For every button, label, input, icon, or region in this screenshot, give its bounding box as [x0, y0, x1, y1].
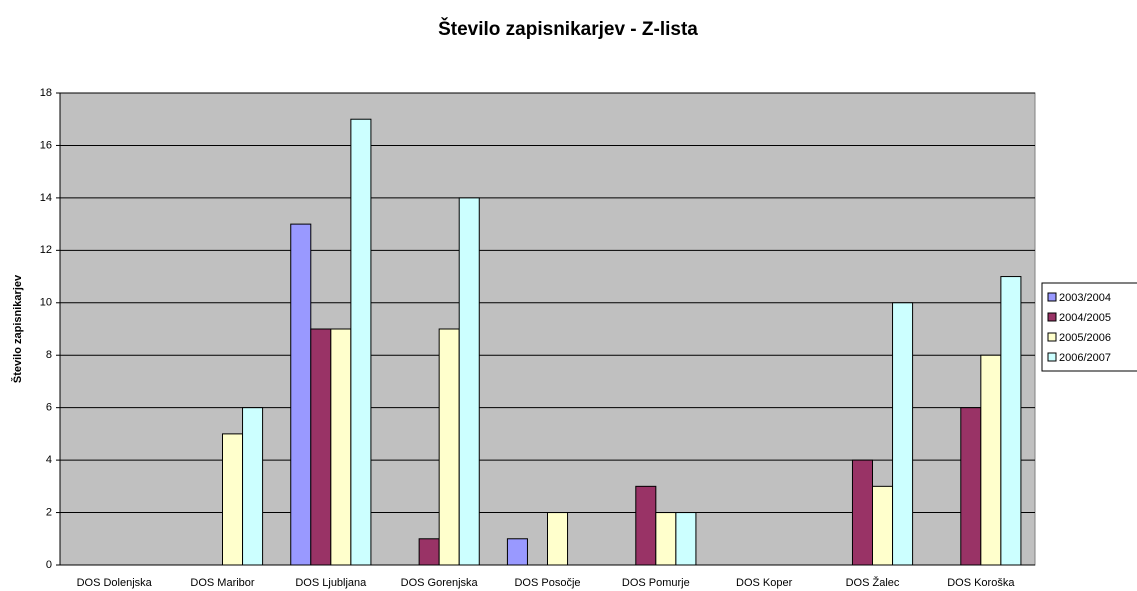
x-tick-label: DOS Pomurje — [622, 577, 690, 589]
y-tick-label: 2 — [46, 506, 52, 518]
bar — [290, 223, 312, 566]
y-tick-label: 4 — [46, 454, 52, 466]
legend-label: 2005/2006 — [1059, 332, 1111, 344]
x-tick-label: DOS Koper — [736, 577, 793, 589]
y-tick-label: 14 — [40, 192, 52, 204]
bar — [960, 407, 982, 566]
x-tick-label: DOS Koroška — [947, 577, 1015, 589]
bar — [980, 354, 1002, 566]
legend-label: 2006/2007 — [1059, 352, 1111, 364]
legend-box — [1041, 282, 1137, 372]
bar — [1000, 276, 1022, 566]
bar — [242, 407, 264, 566]
bar — [655, 512, 677, 566]
legend-swatch — [1047, 332, 1057, 342]
x-tick-label: DOS Dolenjska — [77, 577, 153, 589]
bar — [350, 118, 372, 566]
bar — [458, 197, 480, 566]
x-tick-label: DOS Maribor — [190, 577, 255, 589]
legend-swatch — [1047, 352, 1057, 362]
bar — [310, 328, 332, 566]
y-tick-label: 18 — [40, 87, 52, 99]
bar — [330, 328, 352, 566]
bar — [872, 485, 894, 566]
y-tick-label: 8 — [46, 349, 52, 361]
bar — [547, 512, 569, 566]
chart-title: Število zapisnikarjev - Z-lista — [438, 18, 698, 40]
y-tick-label: 16 — [40, 139, 52, 151]
bar — [851, 459, 873, 566]
x-tick-label: DOS Žalec — [846, 576, 900, 589]
bar — [506, 538, 528, 566]
bar — [635, 485, 657, 566]
bar — [222, 433, 244, 566]
legend-swatch — [1047, 312, 1057, 322]
bar — [675, 512, 697, 566]
y-tick-label: 12 — [40, 244, 52, 256]
x-tick-label: DOS Posočje — [514, 577, 580, 589]
x-tick-label: DOS Ljubljana — [295, 577, 367, 589]
legend-swatch — [1047, 292, 1057, 302]
y-tick-label: 10 — [40, 297, 52, 309]
bar — [892, 302, 914, 566]
x-tick-label: DOS Gorenjska — [401, 577, 479, 589]
legend-label: 2004/2005 — [1059, 312, 1111, 324]
bar — [418, 538, 440, 566]
y-tick-label: 0 — [46, 559, 52, 571]
y-tick-label: 6 — [46, 402, 52, 414]
bar — [438, 328, 460, 566]
y-axis-label: Število zapisnikarjev — [11, 274, 24, 383]
legend-label: 2003/2004 — [1059, 292, 1111, 304]
